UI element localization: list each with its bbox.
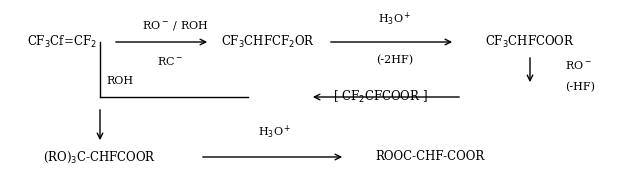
- Text: ROH: ROH: [106, 76, 133, 86]
- Text: RC$^-$: RC$^-$: [157, 55, 183, 67]
- Text: RO$^-$ / ROH: RO$^-$ / ROH: [142, 19, 208, 31]
- Text: ROOC-CHF-COOR: ROOC-CHF-COOR: [375, 151, 485, 163]
- Text: CF$_3$CHFCF$_2$OR: CF$_3$CHFCF$_2$OR: [221, 34, 315, 50]
- Text: [ CF$_2$CFCOOR ]: [ CF$_2$CFCOOR ]: [333, 89, 427, 105]
- Text: RO$^-$: RO$^-$: [565, 59, 592, 71]
- Text: (RO)$_3$C-CHFCOOR: (RO)$_3$C-CHFCOOR: [44, 149, 157, 165]
- Text: CF$_3$Cf=CF$_2$: CF$_3$Cf=CF$_2$: [27, 34, 97, 50]
- Text: CF$_3$CHFCOOR: CF$_3$CHFCOOR: [485, 34, 575, 50]
- Text: (-HF): (-HF): [565, 82, 595, 92]
- Text: H$_3$O$^+$: H$_3$O$^+$: [258, 123, 292, 141]
- Text: (-2HF): (-2HF): [376, 55, 414, 65]
- Text: H$_3$O$^+$: H$_3$O$^+$: [378, 10, 412, 27]
